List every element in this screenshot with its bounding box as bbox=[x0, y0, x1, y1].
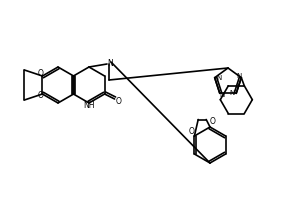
Text: N: N bbox=[237, 73, 242, 79]
Text: N: N bbox=[219, 92, 224, 98]
Text: O: O bbox=[38, 70, 43, 78]
Text: O: O bbox=[116, 97, 122, 106]
Text: O: O bbox=[38, 92, 43, 100]
Text: O: O bbox=[188, 127, 194, 136]
Text: N: N bbox=[216, 75, 221, 81]
Text: N: N bbox=[230, 90, 235, 96]
Text: NH: NH bbox=[83, 100, 95, 110]
Text: O: O bbox=[210, 117, 216, 127]
Text: N: N bbox=[107, 58, 113, 68]
